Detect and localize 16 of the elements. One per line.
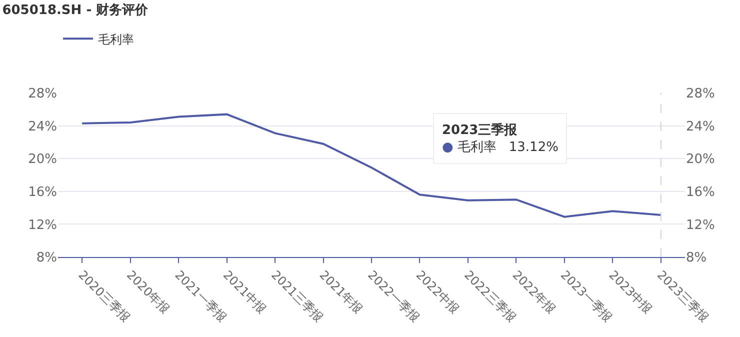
- y-tick-label: 16%: [28, 184, 57, 200]
- line-series: [81, 113, 662, 218]
- y2-tick-label: 28%: [686, 86, 715, 102]
- y2-tick-label: 20%: [686, 152, 715, 168]
- y2-tick-label: 8%: [686, 250, 707, 266]
- y-tick-label: 12%: [28, 218, 57, 233]
- y-tick-label: 8%: [36, 250, 57, 266]
- legend-label: 毛利率: [98, 32, 134, 46]
- annotation: 2023三季报 ● 毛利率 13.12%: [442, 122, 558, 155]
- y2-tick-label: 16%: [686, 184, 715, 200]
- y-tick-label: 20%: [28, 152, 57, 168]
- chart-title: 605018.SH - 财务评价: [2, 3, 150, 18]
- y2-tick-label: 12%: [686, 218, 715, 233]
- y-tick-label: 24%: [28, 119, 57, 134]
- y2-tick-label: 24%: [686, 119, 715, 134]
- y-tick-label: 28%: [28, 86, 57, 102]
